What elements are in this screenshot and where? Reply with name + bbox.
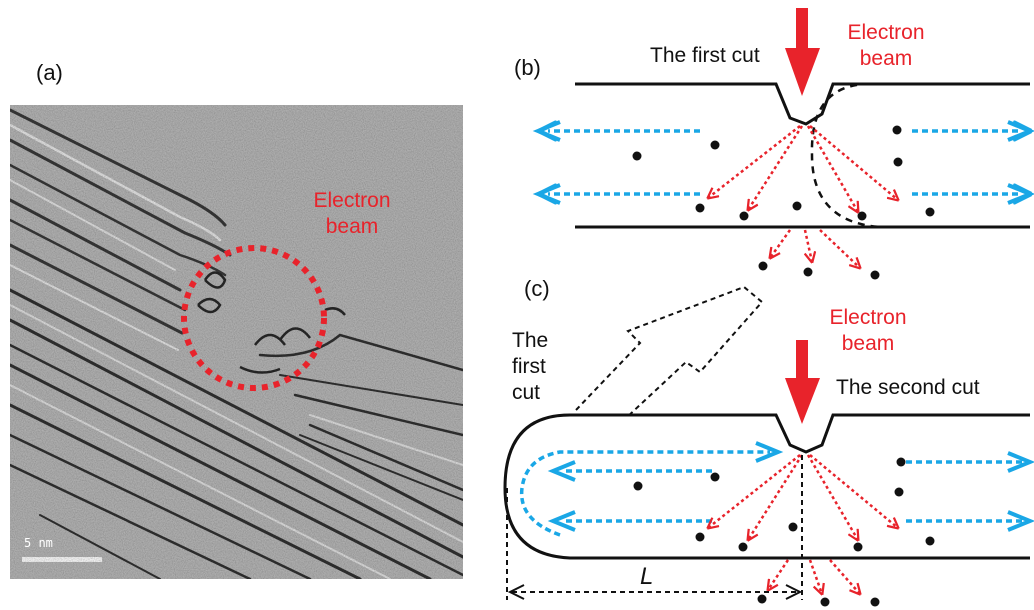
panel-a-beam-label: Electron beam — [302, 188, 402, 240]
panel-b-beam-line2: beam — [859, 47, 913, 70]
panel-c-dots — [633, 457, 935, 607]
panel-a-label: (a) — [36, 60, 63, 85]
panel-c-beam-arrow — [785, 340, 820, 424]
panel-c-beam-label: Electron beam — [813, 305, 923, 357]
panel-c-first-cut-line3: cut — [512, 381, 541, 404]
panel-c-tube-walls — [503, 413, 1030, 560]
length-label: L — [640, 563, 654, 590]
panel-c-cyan-arrows — [519, 450, 1022, 537]
panel-b-beam-arrow — [785, 8, 820, 96]
panel-c-beam-line2: beam — [841, 332, 895, 355]
panel-b-first-cut-label: The first cut — [650, 44, 760, 67]
panel-c-second-cut-label: The second cut — [836, 376, 980, 399]
panel-c-beam-line1: Electron — [829, 306, 907, 329]
panel-b-beam-line1: Electron — [847, 21, 925, 44]
panel-c-first-cut-line2: first — [512, 355, 546, 378]
panel-b-beam-label: Electron beam — [836, 20, 936, 72]
panel-b-red-rays — [708, 125, 898, 268]
panel-b-label: (b) — [514, 55, 541, 80]
panel-b-dashed-cap — [810, 82, 881, 229]
panel-b-cyan-arrows — [548, 131, 1022, 194]
panel-b-dots — [632, 125, 935, 280]
panel-c-first-cut-arrow — [575, 285, 764, 419]
panel-c-first-cut-line1: The — [512, 329, 549, 352]
panel-c-first-cut-label: The first cut — [512, 328, 548, 406]
panel-b-top-wall — [575, 82, 1030, 126]
panel-a-beam-line2: beam — [325, 215, 379, 238]
panel-a-beam-line1: Electron — [313, 189, 391, 212]
panel-c-label: (c) — [524, 276, 550, 301]
panel-c-red-rays — [708, 454, 898, 594]
scale-bar-label: 5 nm — [24, 536, 53, 550]
length-dimension — [506, 455, 803, 600]
